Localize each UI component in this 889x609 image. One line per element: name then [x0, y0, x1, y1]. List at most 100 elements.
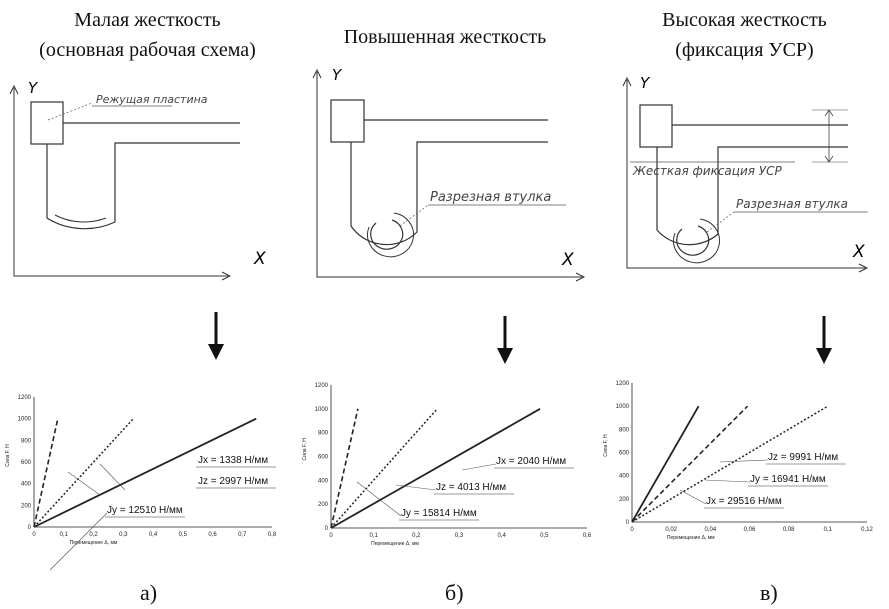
series-label: Jz = 4013 Н/мм: [436, 482, 506, 493]
sub-label-a: а): [140, 580, 158, 605]
chart-x-label: Перемещение Δ, мм: [371, 541, 419, 547]
series-leader-line: [461, 463, 497, 471]
chart-x-tick: 0,3: [455, 533, 464, 539]
series-line-solid: [330, 408, 541, 529]
sketch-c-fix-label: Жесткая фиксация УСР: [632, 164, 782, 178]
series-line-solid: [33, 417, 257, 528]
series-leader-line: [679, 489, 707, 505]
sketch-c-bushing-label: Разрезная втулка: [736, 197, 848, 211]
sketch-c: Y X Жесткая фиксация УСР Разрезная втулк…: [622, 74, 869, 273]
chart-y-tick: 1000: [616, 404, 630, 410]
chart-x-tick: 0,04: [704, 527, 716, 533]
chart-x-tick: 0,4: [149, 532, 158, 538]
sketch-a-plate-label: Режущая пластина: [96, 93, 208, 106]
chart-x-label: Перемещение Δ, мм: [667, 535, 715, 541]
series-label: Jx = 29516 Н/мм: [706, 496, 782, 507]
chart-y-tick: 1200: [616, 381, 630, 387]
chart-y-tick: 1000: [315, 407, 329, 413]
chart-y-label: Сила F, Н: [603, 434, 609, 457]
chart-x-tick: 0,7: [238, 532, 247, 538]
series-label: Jy = 15814 Н/мм: [401, 508, 477, 519]
sketch-a-y-label: Y: [28, 79, 39, 97]
series-line-dashed: [330, 408, 359, 529]
series-leader-line: [719, 459, 769, 463]
title-high-line2: (фиксация УСР): [675, 39, 814, 61]
series-leader-line: [356, 481, 402, 517]
split-bushing-c: [676, 225, 710, 256]
sub-label-b: б): [445, 580, 464, 605]
series-label: Jx = 2040 Н/мм: [496, 456, 566, 467]
chart-y-tick: 200: [21, 503, 32, 509]
series-leader-line: [49, 512, 108, 571]
chart-x-tick: 0,6: [583, 533, 592, 539]
sketch-b: Y X Разрезная втулка: [312, 66, 586, 282]
title-low-line2: (основная рабочая схема): [39, 39, 256, 61]
series-leader-line: [704, 479, 751, 483]
chart-x-tick: 0,06: [744, 527, 756, 533]
chart-y-tick: 0: [28, 525, 32, 531]
series-line-solid: [631, 405, 700, 523]
down-arrow-b: [497, 316, 513, 364]
chart-x-tick: 0: [329, 533, 333, 539]
series-label: Jx = 1338 Н/мм: [198, 455, 268, 466]
series-line-dotted: [631, 405, 829, 523]
chart-x-tick: 0,6: [208, 532, 217, 538]
chart-x-tick: 0,3: [119, 532, 128, 538]
chart-x-tick: 0: [630, 527, 634, 533]
split-bushing-b: [370, 219, 404, 250]
chart-x-tick: 0: [32, 532, 36, 538]
title-low-stiffness: Малая жесткость (основная рабочая схема): [0, 5, 295, 65]
series-label: Jz = 9991 Н/мм: [768, 452, 838, 463]
series-label: Jz = 2997 Н/мм: [198, 476, 268, 487]
sketch-a-axes: [13, 88, 228, 277]
chart-x-tick: 0,08: [783, 527, 795, 533]
sketch-b-x-label: X: [561, 250, 574, 270]
chart-x-tick: 0,2: [412, 533, 421, 539]
down-arrow-a: [208, 312, 224, 360]
chart-y-tick: 0: [626, 520, 630, 526]
sketch-c-y-label: Y: [640, 74, 651, 92]
chart-y-tick: 1200: [18, 395, 32, 401]
series-leader-line: [99, 463, 126, 491]
chart-y-tick: 400: [21, 482, 32, 488]
chart-x-tick: 0,02: [665, 527, 677, 533]
sketch-c-axes: [626, 80, 865, 269]
chart-y-tick: 600: [619, 451, 630, 457]
chart-x-tick: 0,1: [60, 532, 69, 538]
down-arrow-c: [816, 316, 832, 364]
chart-y-tick: 200: [619, 497, 630, 503]
sketch-a-x-label: X: [253, 249, 266, 269]
chart-y-tick: 1200: [315, 383, 329, 389]
chart-y-tick: 800: [21, 438, 32, 444]
chart-y-tick: 200: [318, 502, 329, 508]
chart-0: 0 0,1 0,2 0,3 0,4 0,5 0,6 0,7 0,8 0 200 400 600 800 10…: [5, 395, 277, 571]
sketch-b-bushing-label: Разрезная втулка: [430, 190, 551, 205]
chart-y-label: Сила F, Н: [302, 438, 308, 461]
title-high-line1: Высокая жесткость: [662, 9, 827, 31]
chart-x-tick: 0,5: [540, 533, 549, 539]
chart-y-tick: 600: [318, 455, 329, 461]
sub-label-c: в): [760, 580, 778, 605]
series-leader-line: [67, 471, 101, 496]
chart-y-tick: 800: [619, 427, 630, 433]
chart-x-tick: 0,12: [861, 527, 873, 533]
series-label: Jy = 16941 Н/мм: [750, 474, 826, 485]
sketch-b-y-label: Y: [332, 66, 343, 84]
sketch-a: Y X Режущая пластина: [9, 79, 266, 281]
series-line-dashed: [33, 418, 59, 528]
series-label: Jy = 12510 Н/мм: [107, 505, 183, 516]
series-line-dotted: [330, 408, 438, 529]
title-medium-line1: Повышенная жесткость: [343, 26, 547, 48]
title-high-stiffness: Высокая жесткость (фиксация УСР): [600, 5, 889, 65]
series-leader-line: [395, 484, 437, 491]
chart-y-tick: 600: [21, 460, 32, 466]
chart-x-tick: 0,2: [89, 532, 98, 538]
chart-x-tick: 0,4: [497, 533, 506, 539]
series-line-dashed: [631, 405, 749, 523]
chart-y-tick: 400: [318, 478, 329, 484]
chart-2: 0 0,02 0,04 0,06 0,08 0,1 0,12 0 200 400 600 800 100…: [603, 381, 873, 541]
series-line-dotted: [33, 418, 134, 528]
chart-x-tick: 0,8: [268, 532, 277, 538]
